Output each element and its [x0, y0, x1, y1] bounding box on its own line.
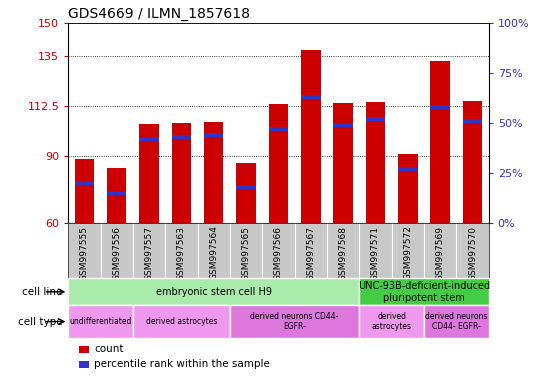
Bar: [334, 122, 353, 127]
Bar: [172, 123, 191, 223]
Text: GDS4669 / ILMN_1857618: GDS4669 / ILMN_1857618: [68, 7, 250, 21]
Text: derived neurons
CD44- EGFR-: derived neurons CD44- EGFR-: [425, 312, 488, 331]
Text: undifferentiated: undifferentiated: [69, 317, 132, 326]
Bar: [139, 124, 159, 223]
Text: GSM997563: GSM997563: [177, 225, 186, 280]
Text: derived neurons CD44-
EGFR-: derived neurons CD44- EGFR-: [251, 312, 339, 331]
Bar: [430, 105, 450, 109]
Text: GSM997568: GSM997568: [339, 225, 348, 280]
Text: UNC-93B-deficient-induced
pluripotent stem: UNC-93B-deficient-induced pluripotent st…: [358, 281, 490, 303]
Bar: [424, 305, 489, 338]
Bar: [366, 102, 385, 223]
Text: GSM997567: GSM997567: [306, 225, 315, 280]
Text: GSM997569: GSM997569: [436, 225, 444, 280]
Text: GSM997557: GSM997557: [145, 225, 153, 280]
Text: GSM997555: GSM997555: [80, 225, 89, 280]
Bar: [68, 278, 359, 305]
Bar: [301, 50, 321, 223]
Bar: [133, 305, 230, 338]
Bar: [269, 104, 288, 223]
Bar: [301, 95, 321, 99]
Text: cell type: cell type: [18, 316, 63, 327]
Text: GSM997565: GSM997565: [242, 225, 251, 280]
Bar: [463, 119, 482, 123]
Bar: [107, 168, 127, 223]
Bar: [463, 101, 482, 223]
Bar: [359, 305, 424, 338]
Text: count: count: [94, 344, 124, 354]
Text: GSM997571: GSM997571: [371, 225, 380, 280]
Text: embryonic stem cell H9: embryonic stem cell H9: [156, 287, 272, 297]
Bar: [107, 190, 127, 195]
Text: GSM997570: GSM997570: [468, 225, 477, 280]
Bar: [230, 305, 359, 338]
Text: GSM997566: GSM997566: [274, 225, 283, 280]
Text: derived
astrocytes: derived astrocytes: [372, 312, 412, 331]
Bar: [204, 122, 223, 223]
Bar: [204, 132, 223, 137]
Bar: [269, 127, 288, 131]
Text: cell line: cell line: [22, 287, 63, 297]
Bar: [430, 61, 450, 223]
Text: GSM997564: GSM997564: [209, 225, 218, 280]
Bar: [398, 167, 418, 171]
Bar: [334, 103, 353, 223]
Bar: [75, 159, 94, 223]
Bar: [398, 154, 418, 223]
Bar: [75, 180, 94, 185]
Bar: [236, 185, 256, 189]
Bar: [68, 305, 133, 338]
Text: percentile rank within the sample: percentile rank within the sample: [94, 359, 270, 369]
Bar: [236, 163, 256, 223]
Bar: [139, 137, 159, 141]
Bar: [172, 135, 191, 139]
Bar: [359, 278, 489, 305]
Bar: [366, 117, 385, 121]
Text: GSM997556: GSM997556: [112, 225, 121, 280]
Text: derived astrocytes: derived astrocytes: [146, 317, 217, 326]
Text: GSM997572: GSM997572: [403, 225, 412, 280]
